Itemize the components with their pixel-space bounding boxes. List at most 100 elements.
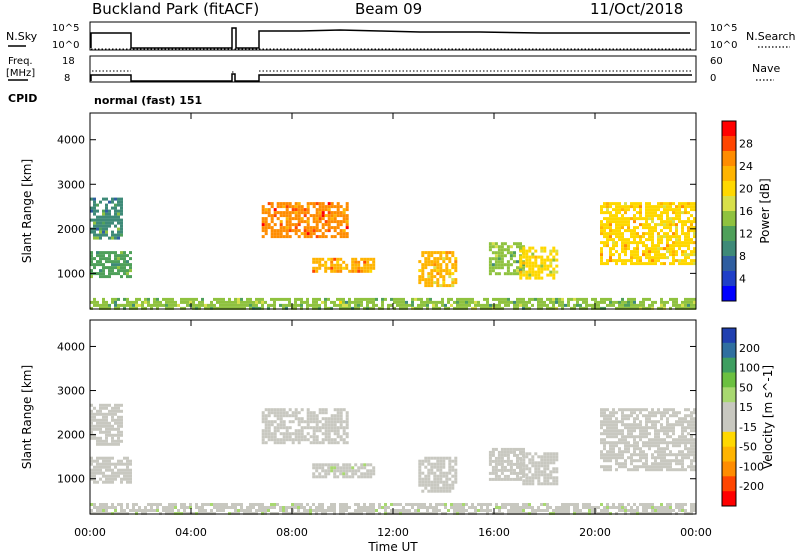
- echo-cell: [651, 306, 654, 310]
- echo-cell: [612, 232, 615, 236]
- echo-cell: [315, 429, 319, 433]
- echo-cell: [273, 414, 277, 418]
- echo-cell: [285, 506, 288, 509]
- echo-cell: [120, 230, 123, 234]
- echo-cell: [627, 205, 630, 209]
- echo-cell: [627, 456, 630, 460]
- echo-cell: [657, 429, 660, 433]
- echo-cell: [123, 306, 126, 310]
- echo-cell: [537, 300, 540, 304]
- colorbar-tick-label: 24: [739, 160, 753, 173]
- echo-cell: [528, 267, 532, 271]
- echo-cell: [666, 447, 669, 451]
- echo-cell: [327, 223, 331, 227]
- echo-cell: [165, 300, 168, 304]
- echo-cell: [360, 300, 363, 304]
- echo-cell: [318, 220, 322, 224]
- echo-cell: [420, 503, 423, 506]
- echo-cell: [531, 482, 535, 486]
- echo-cell: [324, 429, 328, 433]
- echo-cell: [500, 456, 504, 460]
- echo-cell: [108, 215, 111, 219]
- echo-cell: [276, 229, 280, 233]
- echo-cell: [93, 480, 96, 484]
- echo-cell: [618, 462, 621, 466]
- echo-cell: [618, 306, 621, 310]
- echo-cell: [585, 303, 588, 307]
- echo-cell: [627, 241, 630, 245]
- echo-cell: [609, 423, 612, 427]
- echo-cell: [603, 229, 606, 233]
- echo-cell: [579, 509, 582, 512]
- echo-cell: [378, 503, 381, 506]
- echo-cell: [324, 408, 328, 412]
- echo-cell: [339, 257, 343, 261]
- echo-cell: [627, 259, 630, 263]
- echo-cell: [471, 306, 474, 310]
- echo-cell: [615, 244, 618, 248]
- echo-cell: [126, 474, 129, 478]
- echo-cell: [297, 506, 300, 509]
- echo-cell: [450, 303, 453, 307]
- echo-cell: [336, 223, 340, 227]
- echo-cell: [129, 303, 132, 307]
- echo-cell: [312, 503, 315, 506]
- echo-cell: [330, 469, 334, 473]
- echo-cell: [657, 411, 660, 415]
- echo-cell: [357, 503, 360, 506]
- echo-cell: [225, 306, 228, 310]
- echo-cell: [453, 503, 456, 506]
- echo-cell: [372, 300, 375, 304]
- echo-cell: [345, 220, 349, 224]
- echo-cell: [675, 259, 678, 263]
- echo-cell: [246, 303, 249, 307]
- echo-cell: [345, 208, 349, 212]
- echo-cell: [339, 435, 343, 439]
- echo-cell: [549, 482, 553, 486]
- echo-cell: [684, 235, 687, 239]
- echo-cell: [439, 480, 443, 484]
- echo-cell: [123, 269, 126, 273]
- echo-cell: [483, 303, 486, 307]
- echo-cell: [430, 281, 434, 285]
- echo-cell: [663, 450, 666, 454]
- echo-cell: [336, 263, 340, 267]
- echo-cell: [421, 489, 425, 493]
- echo-cell: [678, 217, 681, 221]
- echo-cell: [612, 241, 615, 245]
- echo-cell: [654, 441, 657, 445]
- echo-cell: [633, 417, 636, 421]
- echo-cell: [108, 442, 111, 446]
- echo-cell: [114, 233, 117, 237]
- echo-cell: [681, 303, 684, 307]
- echo-cell: [99, 254, 102, 258]
- echo-cell: [657, 244, 660, 248]
- echo-cell: [99, 421, 102, 425]
- echo-cell: [117, 406, 120, 410]
- echo-cell: [630, 205, 633, 209]
- echo-cell: [273, 208, 277, 212]
- echo-cell: [600, 441, 603, 445]
- echo-cell: [93, 427, 96, 431]
- echo-cell: [402, 509, 405, 512]
- echo-cell: [342, 220, 346, 224]
- echo-cell: [411, 297, 414, 301]
- echo-cell: [621, 220, 624, 224]
- echo-cell: [345, 432, 349, 436]
- echo-cell: [312, 226, 316, 230]
- echo-cell: [448, 465, 452, 469]
- colorbar-segment: [722, 446, 736, 462]
- echo-cell: [297, 229, 301, 233]
- echo-cell: [279, 214, 283, 218]
- echo-cell: [309, 435, 313, 439]
- echo-cell: [321, 417, 325, 421]
- echo-cell: [351, 260, 355, 264]
- echo-cell: [291, 432, 295, 436]
- echo-cell: [497, 245, 501, 249]
- echo-cell: [366, 300, 369, 304]
- echo-cell: [321, 411, 325, 415]
- echo-cell: [366, 306, 369, 310]
- echo-cell: [267, 211, 271, 215]
- echo-cell: [315, 426, 319, 430]
